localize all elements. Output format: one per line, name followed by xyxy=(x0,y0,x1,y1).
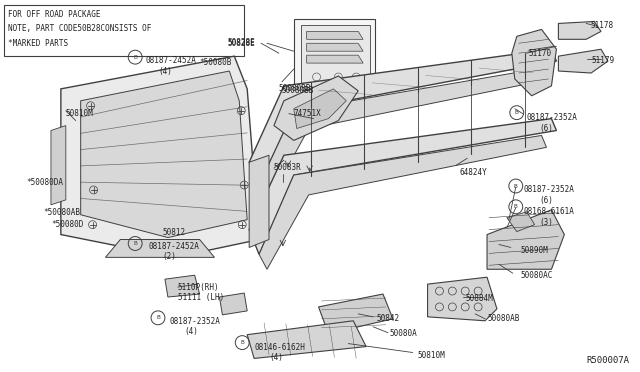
Text: *MARKED PARTS: *MARKED PARTS xyxy=(8,39,68,48)
Polygon shape xyxy=(106,240,214,257)
Polygon shape xyxy=(307,31,363,39)
Text: 50828E: 50828E xyxy=(227,39,255,48)
Text: 51179: 51179 xyxy=(591,56,614,65)
Polygon shape xyxy=(294,89,346,128)
Text: *50080AB: *50080AB xyxy=(43,208,80,217)
Text: *50080B: *50080B xyxy=(200,58,232,67)
Text: 50842: 50842 xyxy=(376,314,399,323)
Polygon shape xyxy=(61,56,259,257)
Bar xyxy=(294,19,375,91)
Bar xyxy=(4,4,244,56)
Polygon shape xyxy=(249,49,556,185)
Text: 50080BB: 50080BB xyxy=(282,86,314,95)
Text: 51178: 51178 xyxy=(590,22,613,31)
Text: (3): (3) xyxy=(540,218,554,227)
Text: 50080AC: 50080AC xyxy=(521,271,553,280)
Polygon shape xyxy=(428,277,497,321)
Polygon shape xyxy=(249,119,556,254)
Text: 50080BB: 50080BB xyxy=(279,84,311,93)
Text: 5110P(RH): 5110P(RH) xyxy=(178,283,220,292)
Text: B: B xyxy=(133,241,137,246)
Polygon shape xyxy=(81,71,247,238)
Polygon shape xyxy=(259,69,541,205)
Polygon shape xyxy=(220,293,247,315)
Text: 50812: 50812 xyxy=(163,228,186,237)
Polygon shape xyxy=(301,25,370,86)
Text: 08187-2452A: 08187-2452A xyxy=(148,243,199,251)
Polygon shape xyxy=(51,125,66,205)
Text: (4): (4) xyxy=(158,67,172,76)
Polygon shape xyxy=(307,43,363,51)
Polygon shape xyxy=(274,76,358,140)
Text: FOR OFF ROAD PACKAGE: FOR OFF ROAD PACKAGE xyxy=(8,10,101,19)
Text: *50080D: *50080D xyxy=(51,220,83,229)
Polygon shape xyxy=(165,275,200,297)
Text: 51170: 51170 xyxy=(529,49,552,58)
Text: 08168-6161A: 08168-6161A xyxy=(524,207,575,216)
Text: B: B xyxy=(241,340,244,345)
Text: 08146-6162H: 08146-6162H xyxy=(254,343,305,352)
Text: (4): (4) xyxy=(269,353,283,362)
Text: 51111 (LH): 51111 (LH) xyxy=(178,293,224,302)
Text: 50884M: 50884M xyxy=(465,294,493,303)
Text: (2): (2) xyxy=(162,253,176,262)
Polygon shape xyxy=(512,29,556,96)
Text: R500007A: R500007A xyxy=(586,356,629,365)
Polygon shape xyxy=(507,212,534,232)
Text: 50810M: 50810M xyxy=(66,109,93,118)
Text: NOTE, PART CODE50B28CONSISTS OF: NOTE, PART CODE50B28CONSISTS OF xyxy=(8,25,152,33)
Polygon shape xyxy=(487,210,564,269)
Text: 08187-2352A: 08187-2352A xyxy=(524,185,575,194)
Polygon shape xyxy=(307,55,363,63)
Text: 50810M: 50810M xyxy=(418,350,445,359)
Text: B: B xyxy=(133,55,137,60)
Text: 50080AB: 50080AB xyxy=(487,314,520,323)
Polygon shape xyxy=(259,135,547,269)
Text: 64824Y: 64824Y xyxy=(460,168,487,177)
Polygon shape xyxy=(249,155,269,247)
Text: (4): (4) xyxy=(185,327,198,336)
Text: B: B xyxy=(514,183,518,189)
Text: B: B xyxy=(514,204,518,209)
Text: (6): (6) xyxy=(540,196,554,205)
Polygon shape xyxy=(559,22,601,39)
Text: 50083R: 50083R xyxy=(274,163,301,172)
Text: (6): (6) xyxy=(540,124,554,132)
Text: 50080A: 50080A xyxy=(390,329,418,338)
Text: B: B xyxy=(156,315,160,320)
Text: 50828E: 50828E xyxy=(227,38,255,47)
Text: *50080DA: *50080DA xyxy=(26,178,63,187)
Polygon shape xyxy=(319,294,393,334)
Polygon shape xyxy=(247,321,366,359)
Text: 50890M: 50890M xyxy=(521,247,548,256)
Polygon shape xyxy=(559,49,608,73)
Text: 08187-2352A: 08187-2352A xyxy=(170,317,221,326)
Text: B: B xyxy=(515,110,518,115)
Text: 08187-2452A: 08187-2452A xyxy=(145,56,196,65)
Text: 08187-2352A: 08187-2352A xyxy=(527,113,577,122)
Text: 74751X: 74751X xyxy=(294,109,321,118)
